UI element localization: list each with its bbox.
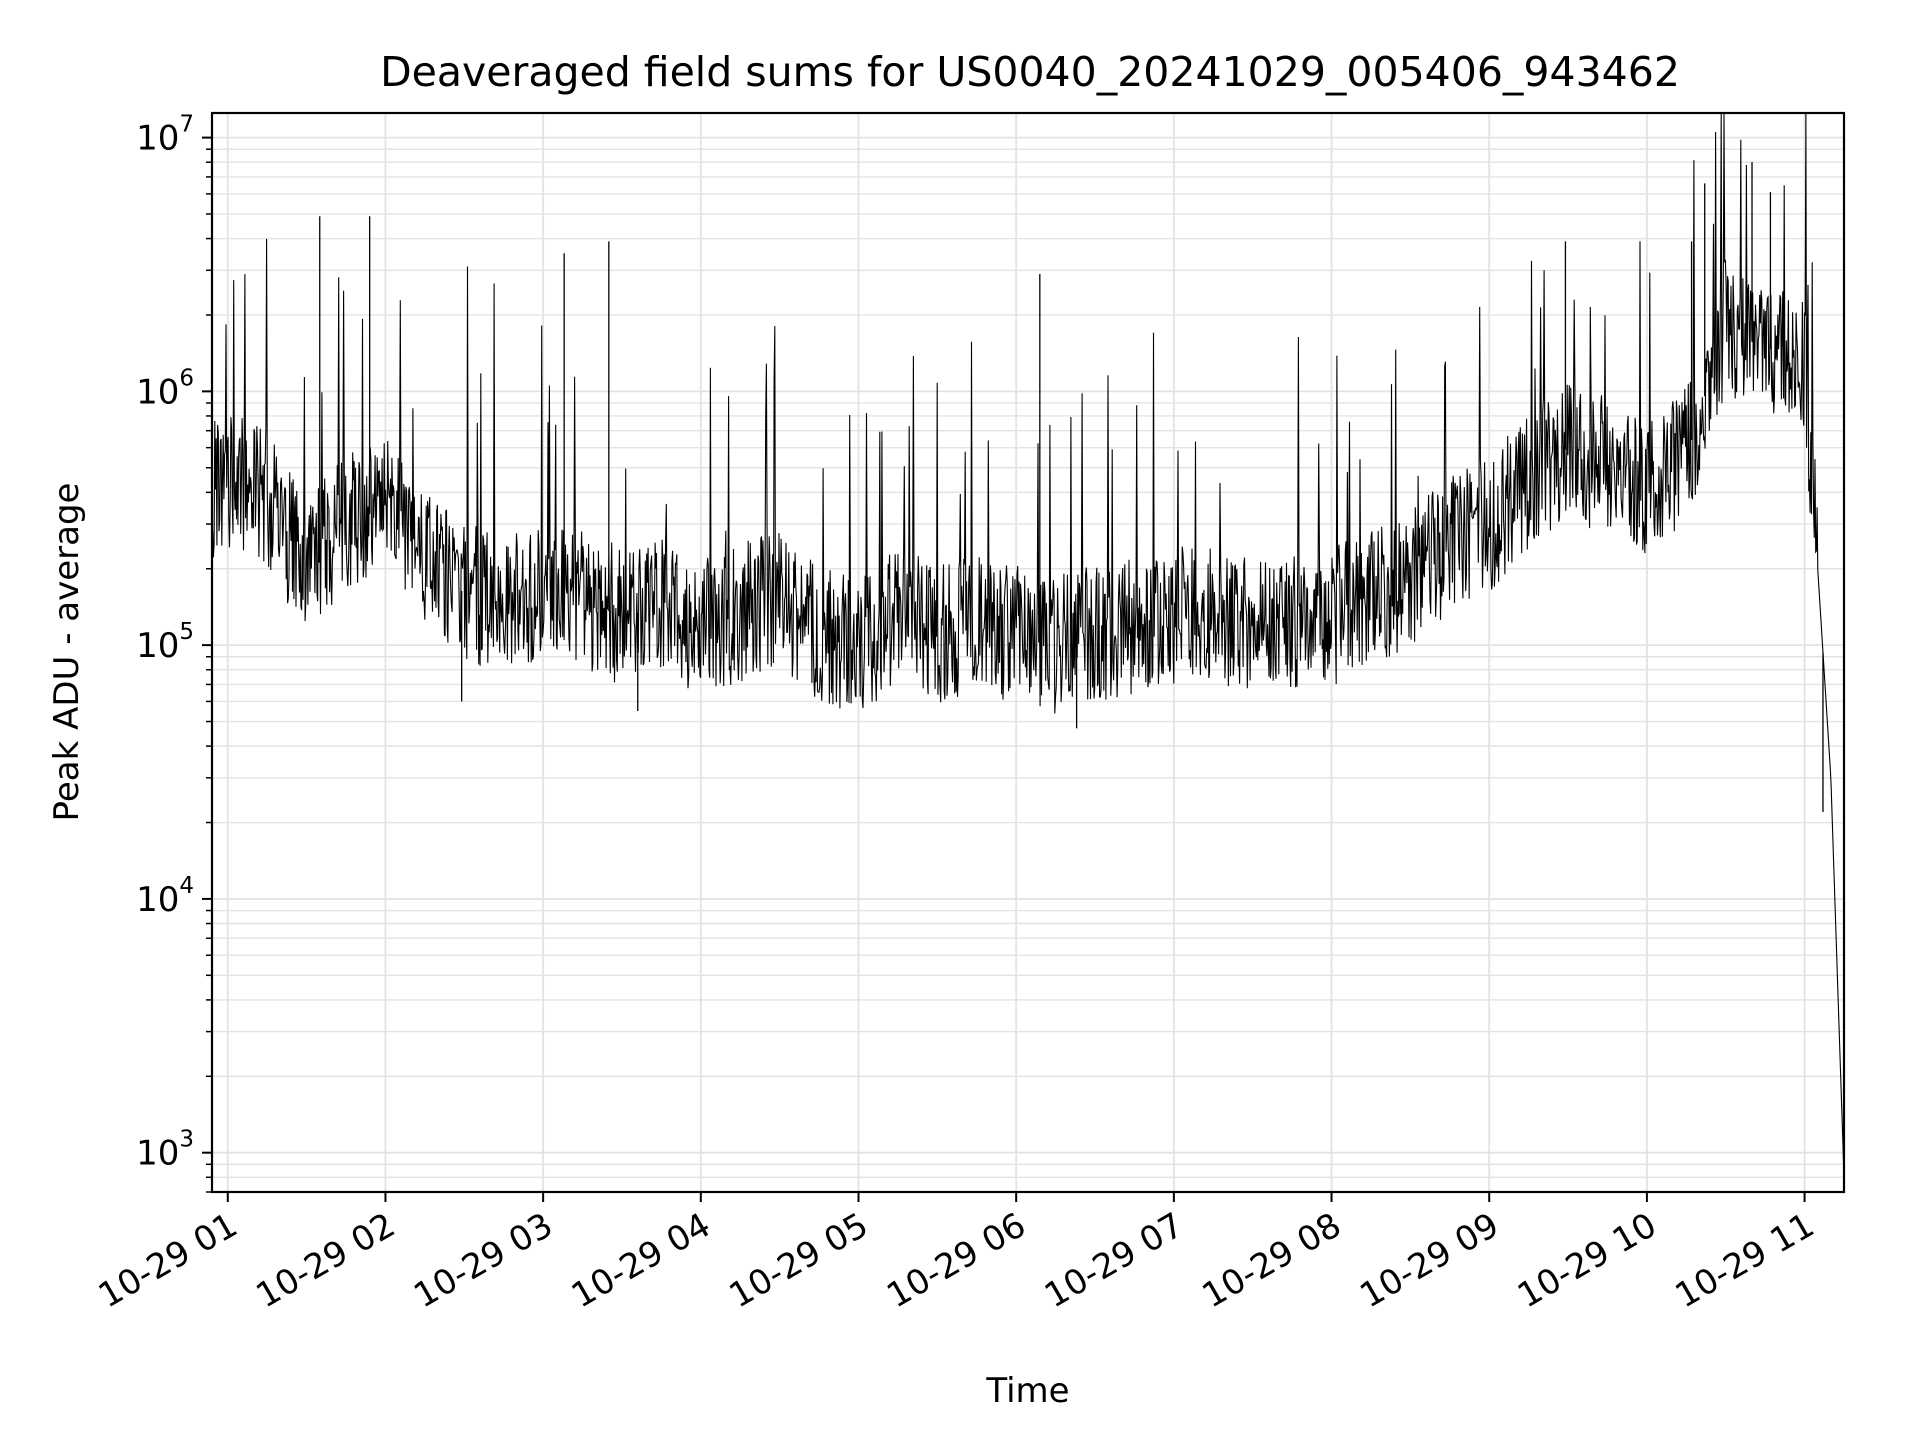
y-tick-base: 10: [136, 372, 179, 412]
x-axis-label: Time: [985, 1371, 1069, 1411]
series-line: [211, 113, 1845, 1169]
y-tick-label: 104: [136, 873, 194, 920]
axes-frame: [210, 111, 1846, 1194]
y-tick-label: 105: [136, 619, 194, 666]
grid: [212, 113, 1844, 1193]
y-tick-label: 107: [136, 112, 194, 159]
y-tick-base: 10: [136, 119, 179, 159]
y-tick-exponent: 7: [179, 112, 194, 138]
y-axis-label: Peak ADU - average: [47, 483, 87, 822]
series-trace: [211, 113, 1845, 1169]
y-tick-label: 106: [136, 365, 194, 412]
y-tick-base: 10: [136, 880, 179, 920]
y-tick-exponent: 6: [179, 365, 194, 391]
chart-title: Deaveraged field sums for US0040_2024102…: [380, 48, 1680, 96]
y-tick-base: 10: [136, 626, 179, 666]
y-tick-exponent: 4: [179, 873, 194, 899]
y-tick-base: 10: [136, 1134, 179, 1174]
y-tick-label: 103: [136, 1127, 194, 1174]
y-tick-exponent: 3: [179, 1127, 194, 1153]
y-tick-exponent: 5: [179, 619, 194, 645]
